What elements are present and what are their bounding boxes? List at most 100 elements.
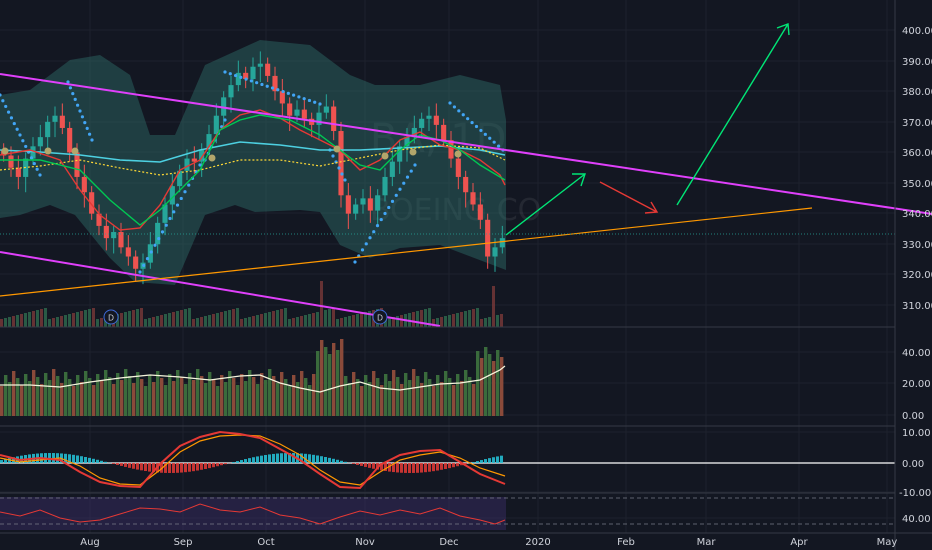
candle-body [397, 146, 403, 162]
volume-pane-bar [452, 385, 456, 416]
volume-pane-bar [48, 380, 52, 416]
volume-histogram [0, 281, 503, 327]
volume-pane-bar [52, 369, 56, 416]
volume-pane-bar [4, 375, 8, 416]
volume-bar [332, 308, 335, 327]
psar-dot [405, 175, 410, 179]
volume-pane-bar [248, 370, 252, 416]
price-tick: 330.00 [902, 240, 932, 251]
volume-bar [28, 312, 31, 327]
volume-tick: 40.00 [902, 348, 931, 359]
psar-dot [183, 190, 187, 194]
volume-bar [40, 309, 43, 327]
volume-bar [268, 312, 271, 327]
candle-body [485, 219, 491, 257]
volume-bar [324, 310, 327, 327]
volume-pane-bar [232, 378, 236, 416]
psar-dot [286, 91, 290, 95]
macd-bar [76, 455, 79, 463]
psar-dot [413, 163, 417, 167]
macd-tick: 10.00 [902, 428, 931, 439]
psar-dot [270, 86, 275, 90]
psar-dot [18, 133, 22, 137]
volume-bar [496, 315, 499, 327]
macd-bar [292, 453, 295, 463]
psar-dot [71, 92, 75, 96]
dividend-markers[interactable]: D D [103, 309, 388, 325]
psar-dot [409, 169, 413, 173]
volume-pane-bar [412, 369, 416, 416]
volume-pane-bar [308, 385, 312, 416]
macd-bar [0, 460, 3, 463]
macd-bar [284, 453, 287, 463]
volume-pane-bar [184, 384, 188, 416]
volume-pane-bar [272, 376, 276, 416]
macd-bar [96, 459, 99, 463]
psar-dot [379, 217, 383, 222]
volume-bar [212, 314, 215, 327]
macd-bar [408, 463, 411, 473]
volume-bar [288, 319, 291, 327]
macd-bar [368, 463, 371, 468]
macd-bar [356, 463, 359, 465]
candle-body [15, 167, 21, 177]
psar-dot [368, 236, 372, 240]
volume-pane-bar [192, 380, 196, 416]
volume-pane-bar [120, 380, 124, 416]
price-tick: 390.00 [902, 57, 932, 68]
volume-axis[interactable]: 40.00 20.00 0.00 [902, 348, 931, 422]
volume-bar [172, 312, 175, 327]
macd-bar [452, 463, 455, 468]
volume-pane-bar [364, 375, 368, 416]
cross-markers [1, 145, 462, 162]
volume-bar [100, 318, 103, 327]
volume-bar [300, 316, 303, 327]
candle-body [221, 97, 227, 116]
volume-bar [120, 313, 123, 327]
candle-body [228, 85, 234, 98]
volume-pane-bar [8, 382, 12, 416]
macd-bar [480, 460, 483, 463]
volume-pane-bar [64, 372, 68, 416]
macd-bar [8, 458, 11, 463]
candle-body [294, 109, 300, 116]
volume-pane-bar [180, 377, 184, 416]
macd-bar [200, 463, 203, 470]
arrow-up-short-icon [505, 173, 586, 236]
macd-bar [500, 455, 503, 463]
macd-bar [256, 456, 259, 463]
volume-pane-bar [460, 381, 464, 416]
volume-bar [428, 308, 431, 327]
candle-body [118, 232, 124, 248]
volume-bar [68, 314, 71, 327]
macd-axis[interactable]: 10.00 0.00 -10.00 [899, 428, 931, 499]
time-axis[interactable]: Aug Sep Oct Nov Dec 2020 Feb Mar Apr May [80, 537, 897, 548]
candle-body [213, 115, 219, 135]
macd-bar [88, 457, 91, 463]
volume-pane-bar [56, 376, 60, 416]
psar-dot [466, 117, 470, 121]
volume-pane-bar [228, 371, 232, 416]
volume-bar [92, 308, 95, 327]
volume-pane-bar [384, 374, 388, 416]
rsi-axis[interactable]: 40.00 [902, 514, 931, 525]
time-tick: Feb [617, 537, 635, 548]
volume-pane-bar [204, 383, 208, 416]
candle-body [338, 131, 344, 196]
macd-bar [488, 458, 491, 463]
macd-bar [168, 463, 171, 473]
macd-bar [100, 460, 103, 463]
candle-body [287, 103, 293, 116]
volume-bar [252, 316, 255, 327]
volume-pane-bar [376, 378, 380, 416]
price-axis[interactable]: 400.00 390.00 380.00 370.00 360.00 350.0… [902, 26, 932, 312]
volume-bar [180, 310, 183, 327]
macd-bar [460, 463, 463, 466]
volume-pane-bar [432, 386, 436, 416]
volume-pane-bar [304, 378, 308, 416]
psar-dot [66, 80, 70, 84]
candle-body [45, 121, 51, 138]
volume-pane-bar [132, 383, 136, 416]
candle-body [448, 140, 454, 159]
